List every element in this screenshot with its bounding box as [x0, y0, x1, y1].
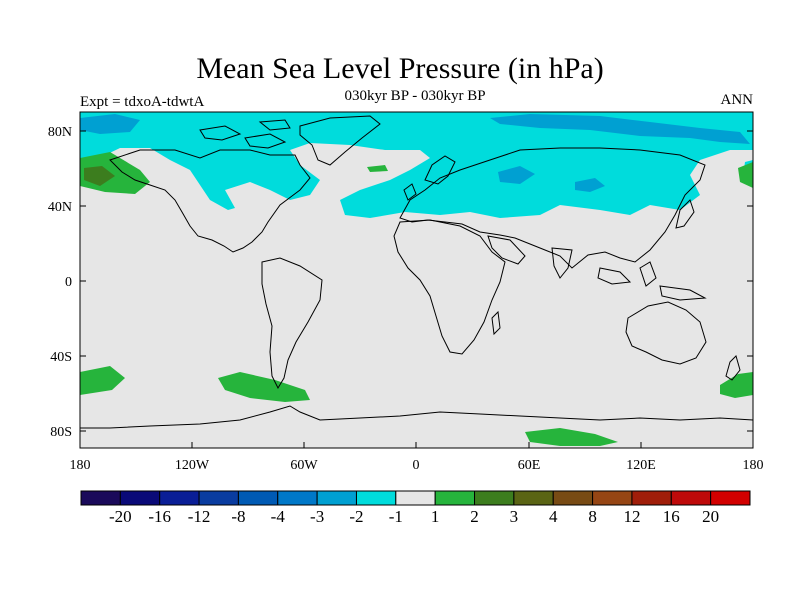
colorbar-box — [552, 490, 594, 506]
colorbar-box — [631, 490, 672, 506]
colorbar-label: -2 — [349, 507, 363, 526]
colorbar-box — [198, 490, 239, 506]
lat-tick-label: 40S — [50, 350, 72, 365]
colorbar-label: -12 — [188, 507, 211, 526]
colorbar-box — [277, 490, 318, 506]
experiment-label: Expt = tdxoA-tdwtA — [80, 94, 205, 110]
lon-tick-labels: 180 120W 60W 0 60E 120E 180 — [70, 458, 764, 473]
pos-region-south-pacific-east — [218, 372, 310, 402]
lat-tick-label: 80S — [50, 425, 72, 440]
lon-tick-label: 0 — [413, 458, 420, 473]
pos-region-north-atlantic-spot — [367, 165, 388, 172]
neg-region-arctic — [80, 112, 753, 218]
colorbar-label: -4 — [271, 507, 286, 526]
coastlines — [80, 115, 753, 429]
colorbar-box — [434, 490, 476, 506]
coast-scandinavia — [424, 155, 456, 185]
lon-tick-label: 60W — [290, 458, 318, 473]
pos-region-antarctic — [525, 428, 618, 446]
lon-ticks — [79, 442, 754, 448]
coast-india — [551, 247, 573, 279]
colorbar-label: 16 — [663, 507, 680, 526]
colorbar-box — [670, 490, 712, 506]
coast-madagascar — [491, 310, 501, 336]
coast-australia — [625, 301, 707, 365]
colorbar-box — [316, 490, 357, 506]
colorbar-box — [119, 490, 161, 506]
colorbar-box — [80, 490, 121, 506]
colorbar-label: -3 — [310, 507, 324, 526]
chart-subtitle: 030kyr BP - 030kyr BP — [344, 88, 486, 104]
chart-title: Mean Sea Level Pressure (in hPa) — [196, 52, 604, 85]
colorbar-label: 8 — [588, 507, 597, 526]
season-label: ANN — [720, 92, 754, 108]
pressure-field — [80, 112, 753, 446]
pos-region-south-pacific-west — [80, 366, 125, 395]
lon-tick-label: 120W — [175, 458, 210, 473]
pos-region-east-pacific-north — [738, 162, 753, 188]
lat-tick-label: 40N — [48, 200, 72, 215]
lon-tick-label: 180 — [70, 458, 91, 473]
lat-tick-label: 80N — [48, 125, 72, 140]
colorbar-label: -16 — [148, 507, 171, 526]
colorbar-label: 2 — [470, 507, 479, 526]
coast-antarctica — [80, 405, 753, 429]
coast-africa — [393, 219, 506, 355]
neg-region-medium-1 — [80, 114, 140, 134]
colorbar-labels: -20 -16 -12 -8 -4 -3 -2 -1 1 2 3 4 8 12 16 20 — [109, 507, 719, 526]
colorbar-box — [355, 490, 397, 506]
colorbar-box — [474, 490, 515, 506]
colorbar-label: 20 — [702, 507, 719, 526]
colorbar-box — [159, 490, 200, 506]
coast-south-america — [261, 257, 323, 390]
colorbar-box — [513, 490, 554, 506]
colorbar-label: 12 — [623, 507, 640, 526]
lat-tick-labels: 80N 40N 0 40S 80S — [48, 125, 72, 440]
colorbar-label: 4 — [549, 507, 558, 526]
coast-eurasia — [399, 147, 706, 269]
lon-tick-label: 60E — [518, 458, 541, 473]
lat-ticks — [80, 130, 753, 432]
colorbar-label: -1 — [389, 507, 403, 526]
coast-north-america — [109, 149, 311, 253]
colorbar-box — [710, 490, 751, 506]
coast-se-asia — [597, 261, 707, 301]
colorbar-label: -8 — [231, 507, 245, 526]
coast-japan — [675, 199, 695, 229]
lon-tick-label: 120E — [626, 458, 656, 473]
colorbar-box — [592, 490, 633, 506]
coast-arabia — [487, 235, 526, 265]
neg-region-medium-2 — [490, 114, 750, 144]
coast-new-zealand — [725, 355, 741, 381]
pos-region-north-pacific-core — [84, 166, 115, 186]
colorbar-label: -20 — [109, 507, 132, 526]
neg-region-medium-4 — [575, 178, 605, 192]
colorbar — [80, 490, 751, 506]
colorbar-label: 1 — [431, 507, 440, 526]
colorbar-box — [395, 490, 436, 506]
lat-tick-label: 0 — [65, 275, 72, 290]
coast-uk — [403, 183, 417, 201]
pos-region-southern-ocean-east — [720, 372, 753, 398]
lon-tick-label: 180 — [743, 458, 764, 473]
neg-region-medium-3 — [498, 166, 535, 184]
colorbar-label: 3 — [510, 507, 519, 526]
coast-greenland — [299, 115, 381, 166]
coast-arctic-islands — [199, 119, 291, 149]
colorbar-box — [237, 490, 279, 506]
